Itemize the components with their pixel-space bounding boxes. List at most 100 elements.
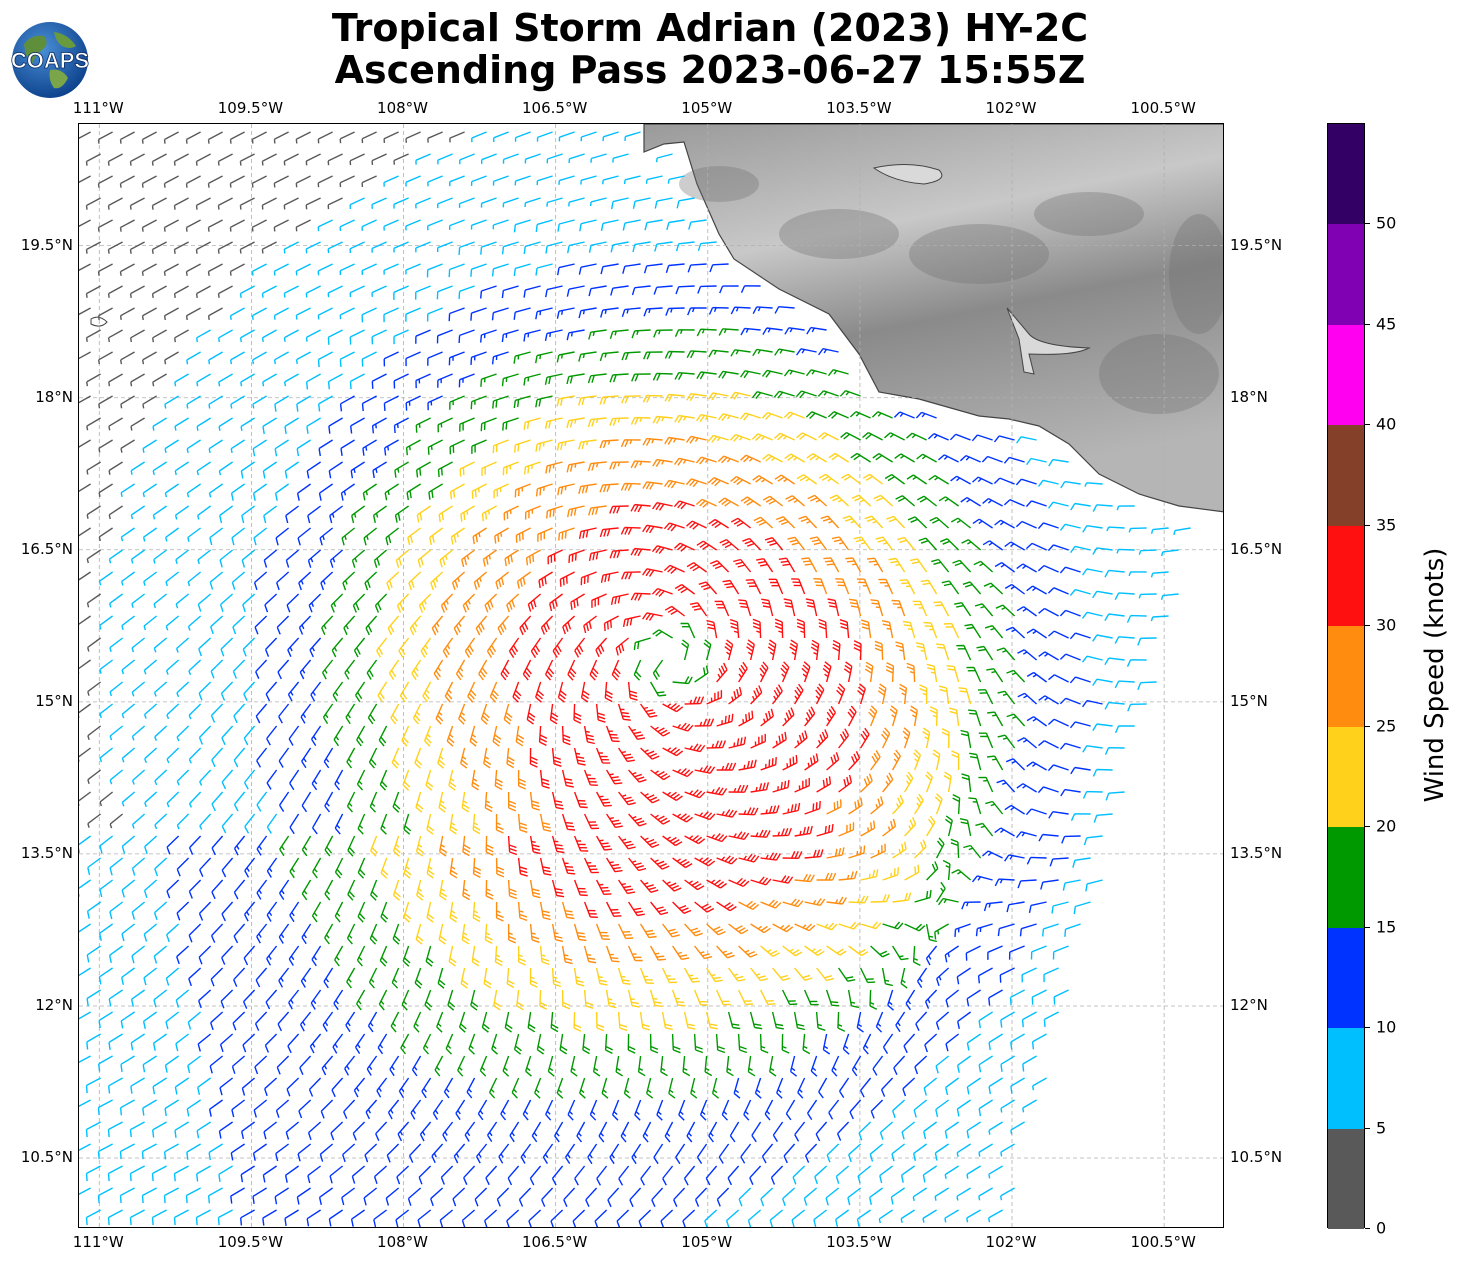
wind-barb	[496, 1187, 510, 1207]
wind-barb	[715, 1033, 726, 1054]
wind-barb	[296, 483, 312, 501]
wind-barb	[536, 131, 553, 142]
wind-barb	[97, 263, 113, 276]
wind-barb	[837, 1011, 846, 1032]
wind-barb	[663, 564, 685, 575]
wind-barb	[587, 417, 607, 428]
wind-barb	[357, 901, 366, 923]
wind-barb	[848, 945, 869, 957]
wind-barb	[822, 1033, 831, 1055]
wind-barb	[98, 967, 113, 985]
wind-barb	[941, 728, 950, 749]
wind-barb	[322, 703, 334, 724]
wind-barb	[501, 373, 519, 387]
mexico-land	[643, 124, 1223, 513]
wind-barb	[408, 1143, 422, 1163]
wind-barb	[749, 1165, 762, 1185]
wind-barb	[486, 637, 498, 658]
wind-barb	[606, 813, 623, 829]
wind-barb	[480, 329, 497, 343]
wind-barb	[266, 769, 278, 790]
wind-barb	[187, 615, 202, 631]
wind-barb	[327, 153, 343, 166]
wind-barb	[698, 581, 718, 595]
wind-barb	[617, 923, 634, 940]
wind-barb	[436, 1011, 444, 1033]
wind-barb	[864, 661, 874, 683]
wind-barb	[828, 1099, 840, 1120]
wind-barb	[1048, 630, 1069, 639]
wind-barb	[631, 329, 651, 339]
wind-barb	[349, 373, 365, 390]
wind-barb	[1047, 501, 1069, 509]
wind-barb	[1092, 504, 1113, 512]
wind-barb	[772, 827, 792, 837]
wind-barb	[196, 1121, 211, 1139]
wind-barb	[538, 571, 553, 589]
wind-barb	[332, 681, 344, 702]
wind-barb	[1059, 653, 1081, 661]
wind-barb	[674, 372, 695, 381]
wind-barb	[870, 1099, 884, 1119]
wind-barb	[609, 461, 629, 470]
wind-barb	[321, 659, 334, 680]
wind-barb	[275, 1143, 290, 1162]
wind-barb	[1126, 614, 1147, 623]
wind-barb	[857, 1165, 872, 1184]
wind-barb	[317, 131, 333, 144]
wind-barb	[252, 439, 267, 457]
wind-barb	[826, 1143, 840, 1163]
wind-barb	[461, 549, 476, 568]
wind-barb	[79, 263, 91, 271]
wind-barb	[217, 241, 233, 254]
wind-barb	[882, 867, 899, 881]
wind-barb	[254, 1011, 268, 1031]
wind-barb	[266, 813, 278, 834]
wind-barb	[173, 1165, 189, 1182]
wind-barb	[662, 1165, 674, 1186]
wind-barb	[1070, 502, 1091, 511]
wind-barb	[761, 1143, 774, 1164]
wind-barb	[176, 725, 190, 742]
wind-barb	[208, 1099, 224, 1117]
wind-barb	[944, 945, 959, 963]
wind-barb	[668, 1077, 676, 1099]
wind-barb	[890, 1187, 905, 1205]
wind-barb	[98, 527, 113, 542]
wind-barb	[151, 153, 167, 166]
wind-barb	[218, 461, 233, 476]
wind-barb	[628, 725, 646, 740]
colorbar-tick-mark	[1365, 424, 1370, 426]
wind-barb	[872, 1055, 884, 1076]
wind-barb	[107, 285, 123, 298]
wind-barb	[796, 474, 818, 485]
wind-barb	[407, 1187, 422, 1206]
wind-barb	[545, 241, 563, 254]
wind-barb	[471, 945, 480, 967]
wind-barb	[1070, 813, 1091, 821]
wind-barb	[530, 637, 542, 658]
wind-barb	[288, 945, 300, 966]
wind-barb	[283, 153, 299, 166]
wind-barb	[459, 417, 475, 432]
lat-tick-label-right: 10.5°N	[1230, 1148, 1283, 1167]
wind-barb	[240, 461, 255, 479]
wind-barb	[630, 416, 651, 425]
wind-barb	[540, 615, 554, 635]
wind-barb	[380, 857, 389, 879]
wind-barb	[727, 1011, 741, 1030]
wind-barb	[79, 659, 92, 674]
wind-barb	[561, 945, 573, 965]
wind-barb	[725, 1209, 740, 1227]
wind-barb	[1092, 590, 1113, 599]
wind-barb	[869, 1187, 884, 1205]
wind-barb	[131, 637, 146, 653]
wind-barb	[621, 307, 641, 318]
wind-barb	[256, 791, 268, 812]
wind-barb	[806, 453, 827, 463]
wind-barb	[740, 327, 761, 336]
wind-barb	[760, 945, 781, 957]
wind-barb	[263, 549, 278, 568]
wind-barb	[130, 329, 145, 343]
lat-tick-label-right: 12°N	[1230, 995, 1268, 1014]
